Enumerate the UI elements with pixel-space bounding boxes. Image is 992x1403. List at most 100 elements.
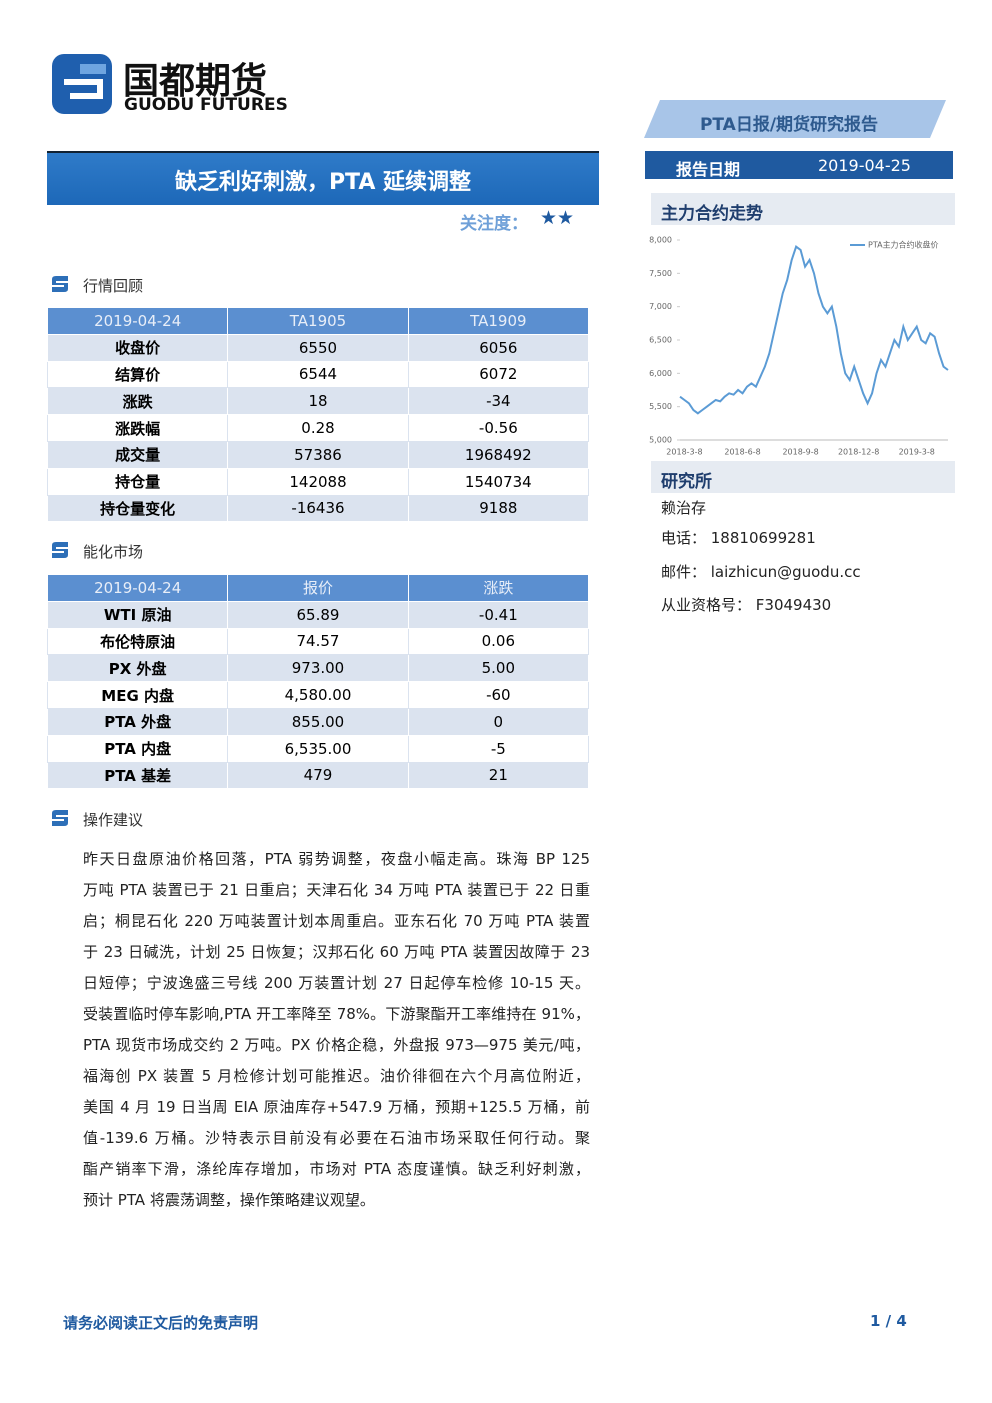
row-label: PX 外盘 (46, 654, 229, 683)
x-tick-label: 2018-6-8 (724, 448, 760, 457)
row-label: 涨跌 (46, 387, 229, 416)
section-icon (52, 542, 68, 558)
header-cell: 2019-04-24 (46, 574, 229, 602)
header-cell: TA1909 (407, 307, 590, 335)
y-tick-label: 8,000 (649, 236, 672, 245)
cell: -5 (407, 734, 590, 763)
price-chart: 5,000 5,500 6,000 6,500 7,000 7,500 8,000 2018-… (649, 236, 949, 457)
logo-mark (52, 54, 112, 114)
cell: 6072 (407, 360, 590, 389)
icon-shape (52, 542, 68, 558)
row-label: 结算价 (46, 360, 229, 389)
cell: -16436 (227, 494, 409, 523)
legend-label: PTA主力合约收盘价 (868, 240, 939, 250)
row-label: 成交量 (46, 440, 229, 469)
header-cell: 报价 (227, 574, 409, 602)
row: 结算价 6544 6072 (46, 360, 590, 389)
header-row: 2019-04-24 TA1905 TA1909 (46, 307, 590, 335)
research-heading: 研究所 (661, 472, 712, 492)
analyst: 赖治存 (661, 499, 707, 517)
attention-stars: ★★ (540, 207, 575, 229)
y-tick-label: 7,000 (649, 302, 672, 311)
cell: 0 (407, 707, 590, 736)
chart-heading-box (651, 193, 955, 225)
row-label: PTA 内盘 (46, 734, 229, 763)
cell: 855.00 (227, 707, 409, 736)
cell: -34 (407, 387, 590, 416)
section-heading: 行情回顾 (83, 277, 144, 295)
attention-label: 关注度： (460, 214, 528, 234)
phone: 电话： 18810699281 (661, 529, 816, 547)
row: WTI 原油 65.89 -0.41 (46, 600, 590, 629)
report-type: PTA日报/期货研究报告 (699, 115, 879, 135)
y-tick-label: 5,000 (649, 436, 672, 445)
cell: 5.00 (407, 654, 590, 683)
paragraph-line: 万吨 PTA 装置已于 21 日重启；天津石化 34 万吨 PTA 装置已于 2… (83, 881, 590, 899)
paragraph-line: 值-139.6 万桶。沙特表示目前没有必要在石油市场采取任何行动。聚 (83, 1129, 590, 1147)
email: 邮件： laizhicun@guodu.cc (661, 563, 861, 581)
row-label: 持仓量变化 (46, 494, 229, 523)
row: PTA 内盘 6,535.00 -5 (46, 734, 590, 763)
paragraph-line: 预计 PTA 将震荡调整，操作策略建议观望。 (83, 1191, 375, 1209)
paragraph-line: 酯产销率下滑，涤纶库存增加，市场对 PTA 态度谨慎。缺乏利好刺激， (83, 1160, 590, 1178)
price-line (679, 245, 949, 415)
paragraph-line: 美国 4 月 19 日当周 EIA 原油库存+547.9 万桶，预期+125.5… (83, 1098, 590, 1116)
row-label: 收盘价 (46, 333, 229, 362)
paragraph-line: 日短停；宁波逸盛三号线 200 万装置计划 27 日起停车检修 10-15 天。 (83, 974, 590, 992)
cell: 9188 (407, 494, 590, 523)
paragraph-line: PTA 现货市场成交约 2 万吨。PX 价格企稳，外盘报 973—975 美元/… (83, 1036, 590, 1054)
cell: 18 (227, 387, 409, 416)
row: 持仓量 142088 1540734 (46, 467, 590, 496)
paragraph-line: 昨天日盘原油价格回落，PTA 弱势调整，夜盘小幅走高。珠海 BP 125 (83, 850, 590, 868)
disclaimer: 请务必阅读正文后的免责声明 (63, 1314, 259, 1332)
cell: 4,580.00 (227, 681, 409, 709)
logo-en: GUODU FUTURES (124, 95, 288, 115)
logo-cn: 国都期货 (123, 61, 268, 102)
row-label: 布伦特原油 (46, 627, 229, 656)
row: 收盘价 6550 6056 (46, 333, 590, 362)
cell: -0.56 (407, 414, 590, 442)
paragraph-line: 受装置临时停车影响,PTA 开工率降至 78%。下游聚酯开工率维持在 91%， (83, 1005, 590, 1023)
row: 布伦特原油 74.57 0.06 (46, 627, 590, 656)
row: 涨跌 18 -34 (46, 387, 590, 416)
section-heading: 能化市场 (83, 543, 144, 561)
date-label: 报告日期 (676, 160, 741, 179)
header-cell: 涨跌 (407, 574, 590, 602)
cell: 0.06 (407, 627, 590, 656)
row-label: WTI 原油 (46, 600, 229, 629)
row-label: 涨跌幅 (46, 414, 229, 442)
section-icon (52, 810, 68, 826)
row: 持仓量变化 -16436 9188 (46, 494, 590, 523)
x-tick-label: 2018-12-8 (838, 448, 879, 457)
research-heading-box (651, 461, 955, 493)
row-label: PTA 外盘 (46, 707, 229, 736)
icon-shape (52, 276, 68, 292)
cell: -0.41 (407, 600, 590, 629)
cell: 6544 (227, 360, 409, 389)
title-bar (47, 151, 599, 205)
energy-market-table: 2019-04-24 报价 涨跌 WTI 原油 65.89 -0.41 布伦特原油 74.57… (46, 574, 590, 790)
cell: 6056 (407, 333, 590, 362)
row: PTA 外盘 855.00 0 (46, 707, 590, 736)
icon-shape (52, 810, 68, 826)
x-tick-label: 2018-9-8 (782, 448, 818, 457)
section-icon (52, 276, 68, 292)
row-label: PTA 基差 (46, 761, 229, 790)
y-tick-label: 6,000 (649, 369, 672, 378)
date-bar (645, 151, 953, 179)
paragraph-line: 福海创 PX 装置 5 月检修计划可能推迟。油价徘徊在六个月高位附近， (83, 1067, 590, 1085)
row: PTA 基差 479 21 (46, 761, 590, 790)
y-tick-label: 7,500 (649, 269, 672, 278)
row: 成交量 57386 1968492 (46, 440, 590, 469)
row-label: 持仓量 (46, 467, 229, 496)
title: 缺乏利好刺激，PTA 延续调整 (174, 170, 472, 195)
x-tick-label: 2019-3-8 (899, 448, 935, 457)
row: 涨跌幅 0.28 -0.56 (46, 414, 590, 442)
cell: 6,535.00 (227, 734, 409, 763)
license: 从业资格号： F3049430 (661, 596, 832, 614)
cell: 6550 (227, 333, 409, 362)
cell: 1968492 (407, 440, 590, 469)
y-tick-label: 6,500 (649, 336, 672, 345)
report-type-banner (644, 100, 946, 138)
row: PX 外盘 973.00 5.00 (46, 654, 590, 683)
